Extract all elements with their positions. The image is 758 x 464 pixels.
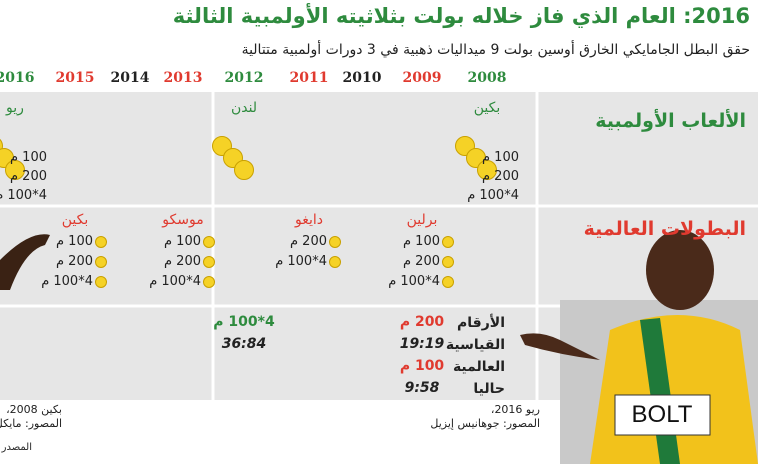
- event: 4*100 م: [0, 188, 47, 203]
- caption: ريو 2016،: [490, 403, 540, 416]
- year: 2011: [289, 70, 329, 86]
- event: 200 م: [55, 254, 93, 269]
- city: ريو: [6, 100, 24, 116]
- row-label: الأرقام القياسية العالمية حاليا: [445, 315, 505, 397]
- event: 200 م: [163, 254, 201, 269]
- event: 200 م: [481, 169, 519, 184]
- medal: [442, 236, 454, 248]
- city: برلين: [406, 212, 438, 228]
- event: 100 م: [9, 150, 47, 165]
- year: 2012: [224, 70, 264, 86]
- city: بكين: [61, 212, 89, 228]
- year: 2016: [0, 70, 35, 86]
- title: 2016: العام الذي فاز خلاله بولت بثلاثيته…: [172, 4, 750, 28]
- medal: [203, 236, 215, 248]
- event: 100 م: [402, 234, 440, 249]
- medal: [95, 256, 107, 268]
- medal: [442, 256, 454, 268]
- medal: [329, 236, 341, 248]
- record-time: 19:19: [399, 336, 445, 352]
- year: 2010: [342, 70, 382, 86]
- year: 2013: [163, 70, 203, 86]
- medal: [477, 160, 497, 180]
- city: لندن: [230, 100, 258, 116]
- record-time: 36:84: [221, 336, 267, 352]
- event: 200 م: [9, 169, 47, 184]
- year: 2008: [467, 70, 507, 86]
- event: 100 م: [55, 234, 93, 249]
- event: 100 م: [481, 150, 519, 165]
- medal: [442, 276, 454, 288]
- subtitle: حقق البطل الجامايكي الخارق أوسين بولت 9 …: [241, 42, 750, 58]
- event: 100 م: [163, 234, 201, 249]
- event: 200 م: [402, 254, 440, 269]
- medal: [203, 276, 215, 288]
- medal: [95, 276, 107, 288]
- record-time: 9:58: [404, 380, 440, 396]
- event: 4*100 م: [149, 274, 201, 289]
- bib-text: BOLT: [632, 401, 693, 428]
- caption: المصور: مايكل كابيلر: [0, 417, 62, 430]
- record-event: 100 م: [399, 358, 445, 374]
- row-label: البطولات العالمية: [583, 218, 746, 240]
- medal: [234, 160, 254, 180]
- event: 4*100 م: [275, 254, 327, 269]
- event: 200 م: [289, 234, 327, 249]
- event: 4*100 م: [41, 274, 93, 289]
- caption: بكين 2008،: [6, 403, 62, 416]
- event: 4*100 م: [467, 188, 519, 203]
- caption: المصور: جوهانيس إيزيل: [430, 417, 540, 430]
- medal: [95, 236, 107, 248]
- record-event: 4*100 م: [213, 314, 275, 330]
- year: 2015: [55, 70, 95, 86]
- medal: [329, 256, 341, 268]
- city: موسكو: [162, 212, 204, 228]
- medal: [203, 256, 215, 268]
- year: 2009: [402, 70, 442, 86]
- source: المصدر: [1, 442, 32, 453]
- medal: [5, 160, 25, 180]
- year: 2014: [110, 70, 150, 86]
- row-label: الألعاب الأولمبية: [595, 110, 746, 132]
- athlete-photo: BOLT: [0, 230, 758, 464]
- record-event: 200 م: [399, 314, 445, 330]
- city: دايغو: [294, 212, 323, 228]
- city: بكين: [473, 100, 501, 116]
- event: 4*100 م: [388, 274, 440, 289]
